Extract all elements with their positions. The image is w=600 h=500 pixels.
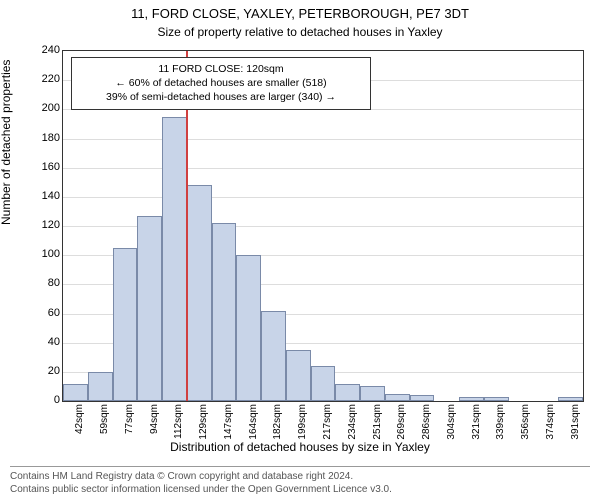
x-tick-label: 129sqm bbox=[198, 404, 209, 444]
annotation-line: 11 FORD CLOSE: 120sqm bbox=[80, 62, 362, 76]
x-tick-label: 356sqm bbox=[520, 404, 531, 444]
x-tick-label: 251sqm bbox=[372, 404, 383, 444]
y-tick-label: 220 bbox=[30, 73, 60, 85]
histogram-bar bbox=[286, 350, 311, 401]
x-axis-label: Distribution of detached houses by size … bbox=[0, 440, 600, 454]
x-tick-label: 112sqm bbox=[173, 404, 184, 444]
x-tick-label: 199sqm bbox=[297, 404, 308, 444]
gridline bbox=[63, 197, 583, 198]
footer-line-2: Contains public sector information licen… bbox=[10, 484, 590, 497]
y-tick-label: 160 bbox=[30, 161, 60, 173]
histogram-bar bbox=[335, 384, 360, 402]
histogram-bar bbox=[113, 248, 138, 401]
footer-attribution: Contains HM Land Registry data © Crown c… bbox=[10, 466, 590, 496]
x-tick-label: 234sqm bbox=[347, 404, 358, 444]
gridline bbox=[63, 168, 583, 169]
x-tick-label: 321sqm bbox=[471, 404, 482, 444]
annotation-line: ← 60% of detached houses are smaller (51… bbox=[80, 76, 362, 90]
x-tick-label: 269sqm bbox=[396, 404, 407, 444]
x-tick-label: 42sqm bbox=[74, 404, 85, 444]
annotation-line: 39% of semi-detached houses are larger (… bbox=[80, 90, 362, 104]
x-tick-label: 286sqm bbox=[421, 404, 432, 444]
x-tick-label: 339sqm bbox=[495, 404, 506, 444]
y-tick-label: 0 bbox=[30, 394, 60, 406]
histogram-bar bbox=[261, 311, 286, 401]
chart-container: 11, FORD CLOSE, YAXLEY, PETERBOROUGH, PE… bbox=[0, 0, 600, 500]
histogram-bar bbox=[63, 384, 88, 402]
histogram-bar bbox=[236, 255, 261, 401]
x-tick-label: 164sqm bbox=[248, 404, 259, 444]
y-tick-label: 240 bbox=[30, 44, 60, 56]
x-tick-label: 182sqm bbox=[272, 404, 283, 444]
y-tick-label: 20 bbox=[30, 365, 60, 377]
y-tick-label: 100 bbox=[30, 248, 60, 260]
gridline bbox=[63, 139, 583, 140]
histogram-bar bbox=[187, 185, 212, 401]
x-tick-label: 94sqm bbox=[149, 404, 160, 444]
y-tick-label: 80 bbox=[30, 277, 60, 289]
y-tick-label: 60 bbox=[30, 307, 60, 319]
x-tick-label: 304sqm bbox=[446, 404, 457, 444]
x-tick-label: 147sqm bbox=[223, 404, 234, 444]
histogram-bar bbox=[558, 397, 583, 401]
page-subtitle: Size of property relative to detached ho… bbox=[0, 25, 600, 39]
histogram-bar bbox=[459, 397, 484, 401]
histogram-bar bbox=[360, 386, 385, 401]
x-tick-label: 59sqm bbox=[99, 404, 110, 444]
plot-border: 11 FORD CLOSE: 120sqm← 60% of detached h… bbox=[62, 50, 584, 402]
footer-line-1: Contains HM Land Registry data © Crown c… bbox=[10, 471, 590, 484]
y-tick-label: 40 bbox=[30, 336, 60, 348]
annotation-box: 11 FORD CLOSE: 120sqm← 60% of detached h… bbox=[71, 57, 371, 110]
histogram-bar bbox=[385, 394, 410, 401]
x-tick-label: 217sqm bbox=[322, 404, 333, 444]
page-title: 11, FORD CLOSE, YAXLEY, PETERBOROUGH, PE… bbox=[0, 0, 600, 23]
x-tick-label: 77sqm bbox=[124, 404, 135, 444]
y-tick-label: 120 bbox=[30, 219, 60, 231]
plot-area: 11 FORD CLOSE: 120sqm← 60% of detached h… bbox=[63, 51, 583, 401]
y-axis-label: Number of detached properties bbox=[0, 60, 13, 225]
histogram-bar bbox=[162, 117, 187, 401]
histogram-bar bbox=[88, 372, 113, 401]
y-tick-label: 140 bbox=[30, 190, 60, 202]
histogram-bar bbox=[212, 223, 237, 401]
y-tick-label: 180 bbox=[30, 132, 60, 144]
histogram-bar bbox=[410, 395, 435, 401]
x-tick-label: 391sqm bbox=[570, 404, 581, 444]
histogram-bar bbox=[137, 216, 162, 401]
x-tick-label: 374sqm bbox=[545, 404, 556, 444]
y-tick-label: 200 bbox=[30, 102, 60, 114]
histogram-bar bbox=[484, 397, 509, 401]
histogram-bar bbox=[311, 366, 336, 401]
